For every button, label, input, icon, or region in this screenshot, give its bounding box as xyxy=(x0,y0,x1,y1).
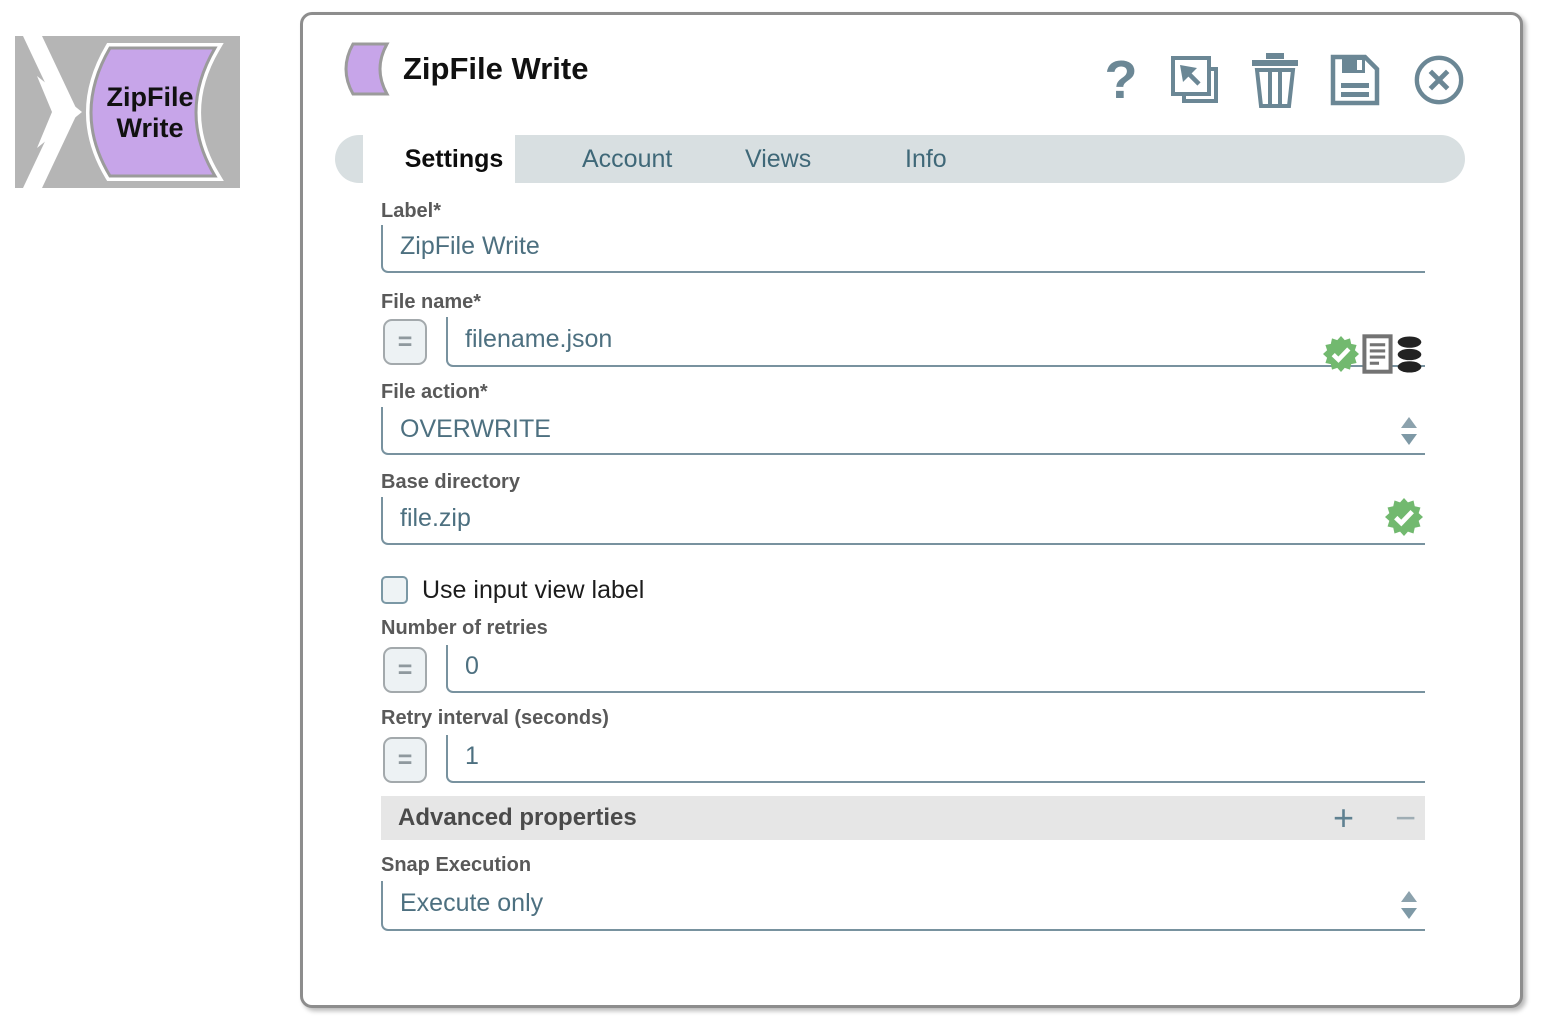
file-action-select[interactable]: OVERWRITE xyxy=(381,407,1425,455)
expression-toggle-button[interactable]: = xyxy=(383,647,427,693)
snap-tile[interactable]: ZipFile Write xyxy=(15,36,240,188)
save-icon[interactable] xyxy=(1329,51,1381,109)
base-directory-field xyxy=(381,497,1425,545)
popout-icon[interactable] xyxy=(1169,51,1221,109)
snap-tile-label-line2: Write xyxy=(116,113,183,143)
file-action-field-label: File action* xyxy=(381,381,488,403)
use-input-view-label-checkbox[interactable] xyxy=(381,576,408,604)
snap-execution-select[interactable]: Execute only xyxy=(381,881,1425,931)
retry-interval-input[interactable] xyxy=(448,735,1425,781)
base-directory-input[interactable] xyxy=(383,497,1425,543)
snap-shape-icon: ZipFile Write xyxy=(15,36,240,188)
use-input-view-label-row: Use input view label xyxy=(381,573,644,607)
number-of-retries-field xyxy=(446,645,1425,693)
label-input[interactable] xyxy=(383,225,1425,271)
tab-views[interactable]: Views xyxy=(745,144,812,173)
snap-shape-icon xyxy=(335,40,395,105)
tab-account[interactable]: Account xyxy=(582,144,673,173)
snap-tile-label-line1: ZipFile xyxy=(107,82,194,112)
label-field-label: Label* xyxy=(381,200,442,222)
label-field xyxy=(381,225,1425,273)
file-name-field-icons xyxy=(1323,333,1425,375)
base-directory-field-label: Base directory xyxy=(381,471,520,493)
dialog-title: ZipFile Write xyxy=(403,51,589,86)
add-row-icon[interactable]: + xyxy=(1333,797,1355,838)
file-name-field xyxy=(446,317,1425,367)
advanced-properties-title: Advanced properties xyxy=(398,804,637,831)
remove-row-icon[interactable]: − xyxy=(1395,797,1417,838)
snap-execution-value: Execute only xyxy=(400,889,544,917)
close-icon[interactable] xyxy=(1413,51,1465,109)
use-input-view-label-text: Use input view label xyxy=(422,575,645,604)
retry-interval-field-label: Retry interval (seconds) xyxy=(381,707,609,729)
retry-interval-field xyxy=(446,735,1425,783)
tab-info[interactable]: Info xyxy=(905,144,947,173)
expression-toggle-button[interactable]: = xyxy=(383,319,427,365)
tab-bar: Settings Account Views Info xyxy=(335,135,1465,183)
suggest-document-icon[interactable] xyxy=(1362,334,1393,374)
file-action-value: OVERWRITE xyxy=(400,415,551,443)
file-name-input[interactable] xyxy=(448,317,1425,365)
expression-toggle-button[interactable]: = xyxy=(383,737,427,783)
advanced-properties-header: Advanced properties + − xyxy=(381,796,1425,840)
valid-badge-icon xyxy=(1385,498,1423,541)
snap-execution-field-label: Snap Execution xyxy=(381,854,532,876)
active-tab-background xyxy=(363,135,515,183)
number-of-retries-input[interactable] xyxy=(448,645,1425,691)
spinner-arrows-icon[interactable] xyxy=(1401,891,1417,926)
file-name-field-label: File name* xyxy=(381,291,482,313)
spinner-arrows-icon[interactable] xyxy=(1401,417,1417,452)
help-icon[interactable]: ? xyxy=(1104,50,1138,110)
valid-badge-icon xyxy=(1323,336,1359,372)
number-of-retries-field-label: Number of retries xyxy=(381,617,548,639)
tab-settings[interactable]: Settings xyxy=(404,144,504,173)
snap-settings-dialog: ZipFile Write ? xyxy=(300,12,1523,1008)
database-icon[interactable] xyxy=(1396,335,1423,374)
trash-icon[interactable] xyxy=(1249,51,1301,109)
